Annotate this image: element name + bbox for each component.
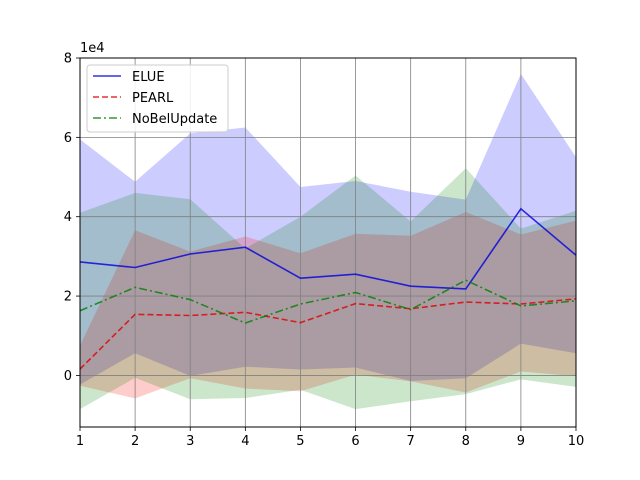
- x-axis-ticks: 1 2 3 4 5 6 7 8 9 10: [76, 427, 584, 449]
- x-tick-label-7: 8: [462, 434, 470, 449]
- x-tick-label-0: 1: [76, 434, 84, 449]
- band-1: [80, 211, 576, 399]
- series-line-0: [79, 207, 577, 290]
- legend-label-0: ELUE: [132, 70, 165, 85]
- legend-label-2: NoBelUpdate: [132, 112, 217, 127]
- series-lines: [79, 207, 577, 370]
- legend-box: [86, 64, 229, 133]
- series-line-1: [79, 298, 577, 370]
- x-tick-label-6: 7: [407, 434, 415, 449]
- y-offset-label: 1e4: [80, 41, 105, 56]
- y-tick-label-3: 6: [64, 131, 72, 146]
- y-tick-label-2: 4: [64, 210, 72, 225]
- y-axis-ticks: 0 2 4 6 8: [64, 52, 80, 384]
- legend-label-1: PEARL: [132, 91, 174, 106]
- y-tick-label-1: 2: [64, 290, 72, 305]
- x-tick-label-2: 3: [186, 434, 194, 449]
- x-tick-label-4: 5: [296, 434, 304, 449]
- y-tick-label-0: 0: [64, 369, 72, 384]
- x-tick-label-5: 6: [351, 434, 359, 449]
- x-tick-label-3: 4: [241, 434, 249, 449]
- band-2: [80, 168, 576, 410]
- legend: ELUE PEARL NoBelUpdate: [86, 64, 229, 133]
- plot-frame: [79, 57, 577, 428]
- x-tick-label-9: 10: [568, 434, 585, 449]
- y-tick-label-4: 8: [64, 52, 72, 67]
- confidence-bands: [80, 73, 576, 410]
- x-tick-label-8: 9: [517, 434, 525, 449]
- series-line-2: [79, 279, 577, 324]
- band-0: [80, 73, 576, 385]
- x-tick-label-1: 2: [131, 434, 139, 449]
